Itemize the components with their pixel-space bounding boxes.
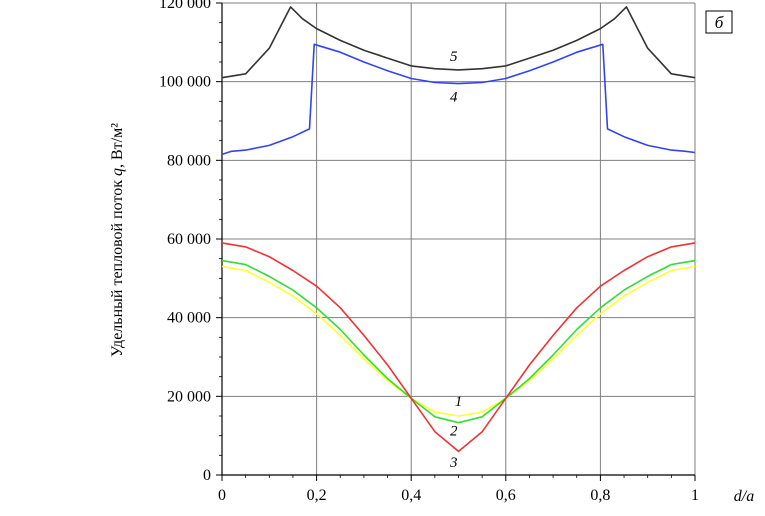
grid-lines <box>222 2 696 475</box>
curve-label-3: 3 <box>449 455 458 471</box>
series-line-3 <box>221 242 696 453</box>
y-tick-label: 60 000 <box>167 231 211 248</box>
x-axis-title: d/a <box>734 488 754 505</box>
x-tick-label: 1 <box>691 487 699 504</box>
y-tick-label: 80 000 <box>167 152 211 169</box>
series-line-1 <box>221 265 696 417</box>
y-axis-title-unit: , Вт/м² <box>109 123 126 168</box>
curve-label-2: 2 <box>450 424 458 440</box>
y-axis-title-part-1: Удельный тепловой поток <box>109 176 126 357</box>
x-tick-label: 0,2 <box>307 487 327 504</box>
x-tick-label: 0,8 <box>590 487 610 504</box>
x-tick-label: 0 <box>218 487 226 504</box>
x-tick-label: 0,4 <box>401 487 421 504</box>
curve-label-4: 4 <box>450 89 458 105</box>
series-line-5 <box>221 6 696 79</box>
y-tick-label: 40 000 <box>167 310 211 327</box>
panel-label: б <box>715 13 724 32</box>
curve-label-5: 5 <box>450 49 458 65</box>
series-line-2 <box>221 259 696 424</box>
y-tick-label: 120 000 <box>159 0 211 12</box>
axes <box>216 2 696 481</box>
panel-label-box: б <box>705 10 733 34</box>
y-tick-label: 20 000 <box>167 388 211 405</box>
series-line-4 <box>221 43 696 156</box>
x-tick-label: 0,6 <box>496 487 516 504</box>
y-axis-title: Удельный тепловой поток q, Вт/м² <box>109 123 126 357</box>
data-series <box>221 6 696 453</box>
tick-labels: 0 20 000 40 000 60 000 80 000 100 000 120 000 0… <box>159 0 699 504</box>
curve-label-1: 1 <box>455 394 463 410</box>
y-tick-label: 100 000 <box>159 74 211 91</box>
y-tick-label: 0 <box>203 467 211 484</box>
y-axis-title-variable: q <box>109 168 126 176</box>
curve-labels: 1 2 3 4 5 <box>449 49 462 471</box>
